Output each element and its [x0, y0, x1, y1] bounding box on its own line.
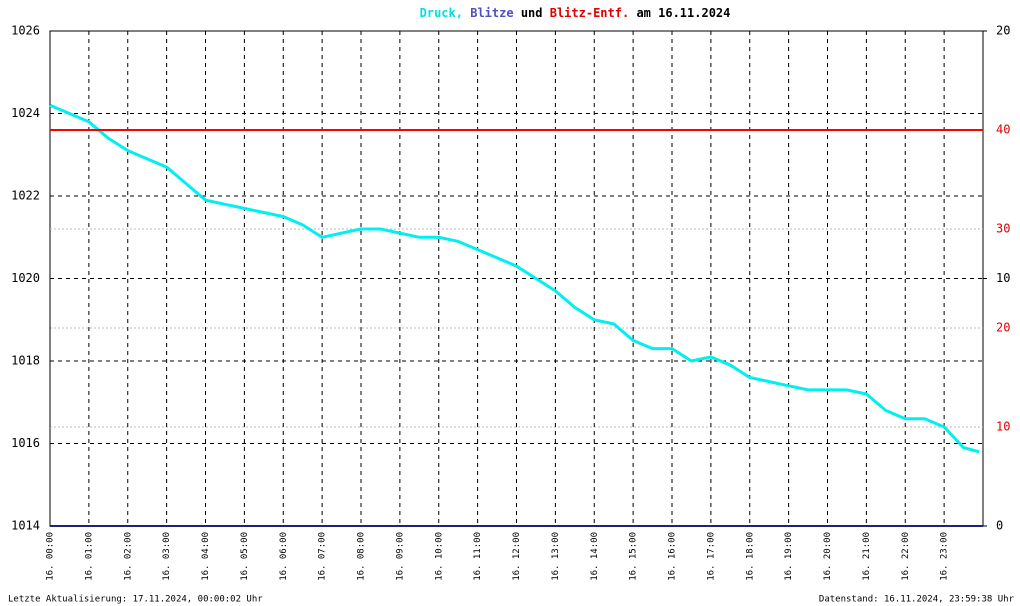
y-tick-label: 1026: [11, 24, 40, 38]
x-tick-label: 16. 18:00: [745, 532, 755, 581]
y-tick-label: 1018: [11, 354, 40, 368]
footer-left: Letzte Aktualisierung: 17.11.2024, 00:00…: [8, 595, 263, 605]
x-tick-label: 16. 20:00: [823, 532, 833, 581]
y2-tick-label: 20: [996, 24, 1010, 38]
title-part: Druck,: [420, 6, 463, 20]
x-tick-label: 16. 22:00: [901, 532, 911, 581]
x-tick-label: 16. 23:00: [940, 532, 950, 581]
y3-tick-label: 30: [996, 222, 1010, 236]
y-tick-label: 1014: [11, 519, 40, 533]
x-tick-label: 16. 10:00: [434, 532, 444, 581]
y-tick-label: 1016: [11, 436, 40, 450]
x-tick-label: 16. 15:00: [629, 532, 639, 581]
title-part: und: [521, 6, 543, 20]
x-tick-label: 16. 05:00: [240, 532, 250, 581]
x-tick-label: 16. 08:00: [357, 532, 367, 581]
y3-tick-label: 10: [996, 420, 1010, 434]
x-tick-label: 16. 12:00: [512, 532, 522, 581]
x-tick-label: 16. 17:00: [706, 532, 716, 581]
title-part: am 16.11.2024: [636, 6, 730, 20]
y-tick-label: 1022: [11, 189, 40, 203]
x-tick-label: 16. 01:00: [84, 532, 94, 581]
x-tick-label: 16. 03:00: [162, 532, 172, 581]
chart-title: Druck, Blitze und Blitz-Entf. am 16.11.2…: [420, 6, 731, 20]
x-tick-label: 16. 19:00: [784, 532, 794, 581]
x-tick-label: 16. 06:00: [279, 532, 289, 581]
title-part: Blitz-Entf.: [550, 6, 629, 20]
x-tick-label: 16. 02:00: [123, 532, 133, 581]
title-part: Blitze: [470, 6, 513, 20]
x-tick-label: 16. 14:00: [590, 532, 600, 581]
x-tick-label: 16. 21:00: [862, 532, 872, 581]
x-tick-label: 16. 00:00: [46, 532, 56, 581]
y2-tick-label: 0: [996, 519, 1003, 533]
y-tick-label: 1020: [11, 271, 40, 285]
series-line: [49, 103, 980, 454]
x-tick-label: 16. 11:00: [473, 532, 483, 581]
x-tick-label: 16. 09:00: [395, 532, 405, 581]
x-tick-label: 16. 13:00: [551, 532, 561, 581]
x-tick-label: 16. 04:00: [201, 532, 211, 581]
y3-tick-label: 40: [996, 123, 1010, 137]
y2-tick-label: 10: [996, 271, 1010, 285]
x-tick-label: 16. 16:00: [668, 532, 678, 581]
y-tick-label: 1024: [11, 106, 40, 120]
footer-right: Datenstand: 16.11.2024, 23:59:38 Uhr: [819, 595, 1015, 605]
x-tick-label: 16. 07:00: [318, 532, 328, 581]
y3-tick-label: 20: [996, 321, 1010, 335]
